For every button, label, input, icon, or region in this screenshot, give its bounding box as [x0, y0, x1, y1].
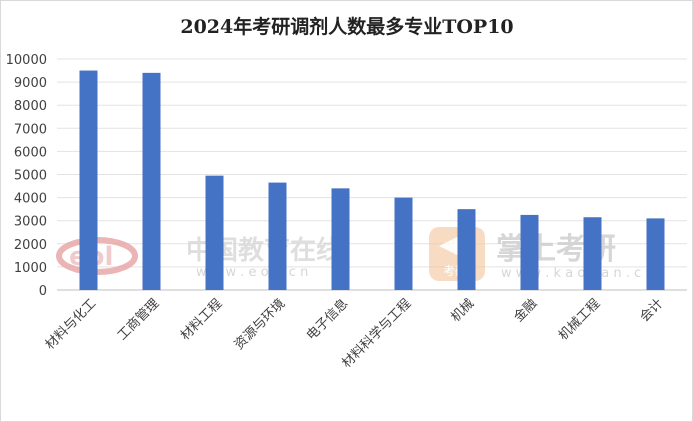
- bar: [520, 214, 539, 290]
- bar: [457, 209, 476, 290]
- y-tick-label: 0: [39, 284, 47, 299]
- bar: [583, 217, 602, 290]
- x-category-label: 材料工程: [178, 296, 225, 343]
- bar: [394, 197, 413, 290]
- bar: [142, 72, 161, 290]
- x-category-label: 机械: [448, 296, 477, 325]
- x-category-label: 资源与环境: [232, 296, 289, 353]
- y-tick-label: 9000: [14, 76, 47, 91]
- y-tick-label: 3000: [14, 215, 47, 230]
- bars: [79, 70, 665, 290]
- y-tick-label: 8000: [14, 99, 47, 114]
- kaoyan-url: w w w . k a o y a n . c n: [501, 266, 653, 281]
- gridlines: [57, 58, 687, 291]
- x-category-label: 工商管理: [115, 296, 162, 343]
- bar: [205, 175, 224, 290]
- y-axis-tick-labels: 0 1000 2000 3000 4000 5000 6000 7000 8000 9000 100…: [6, 53, 47, 299]
- eol-watermark: eol 中国教育在线 w w w . e o l . c n: [56, 235, 342, 280]
- bar: [79, 70, 98, 290]
- x-category-label: 电子信息: [303, 296, 351, 344]
- x-category-label: 机械工程: [556, 296, 603, 343]
- x-category-label: 金融: [511, 296, 541, 326]
- bar: [268, 182, 287, 290]
- x-category-label: 会计: [637, 296, 666, 325]
- y-tick-label: 10000: [6, 53, 47, 68]
- bar: [331, 188, 350, 290]
- y-tick-label: 2000: [14, 238, 47, 253]
- y-tick-label: 1000: [14, 261, 47, 276]
- y-tick-label: 5000: [14, 169, 47, 184]
- y-tick-label: 4000: [14, 192, 47, 207]
- x-category-label: 材料与化工: [43, 296, 100, 353]
- y-tick-label: 6000: [14, 145, 47, 160]
- bar: [646, 218, 665, 290]
- chart-title: 2024年考研调剂人数最多专业TOP10: [180, 15, 513, 38]
- y-tick-label: 7000: [14, 122, 47, 137]
